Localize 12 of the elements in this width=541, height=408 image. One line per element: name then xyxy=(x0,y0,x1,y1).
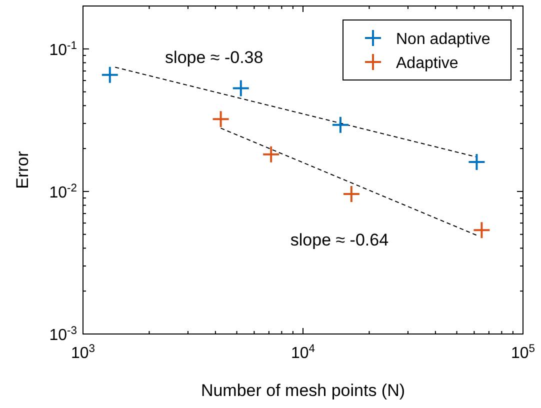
y-tick-label: 10$^{-1}$ xyxy=(49,40,77,59)
x-tick-label: 10$^{3}$ xyxy=(70,343,96,362)
x-tick-label: 10$^{4}$ xyxy=(290,343,316,362)
y-axis-title: Error xyxy=(13,150,32,189)
y-tick-label: 10$^{-2}$ xyxy=(49,182,77,202)
y-tick-label: 10$^{-3}$ xyxy=(49,325,77,344)
x-axis-title: Number of mesh points (N) xyxy=(200,381,406,400)
x-tick-label: 10$^{5}$ xyxy=(510,343,536,362)
annotation: slope ≈ -0.38 xyxy=(165,48,264,68)
legend-label: Adaptive xyxy=(396,55,458,72)
annotation: slope ≈ -0.64 xyxy=(290,230,389,250)
legend-label: Non adaptive xyxy=(396,31,490,48)
